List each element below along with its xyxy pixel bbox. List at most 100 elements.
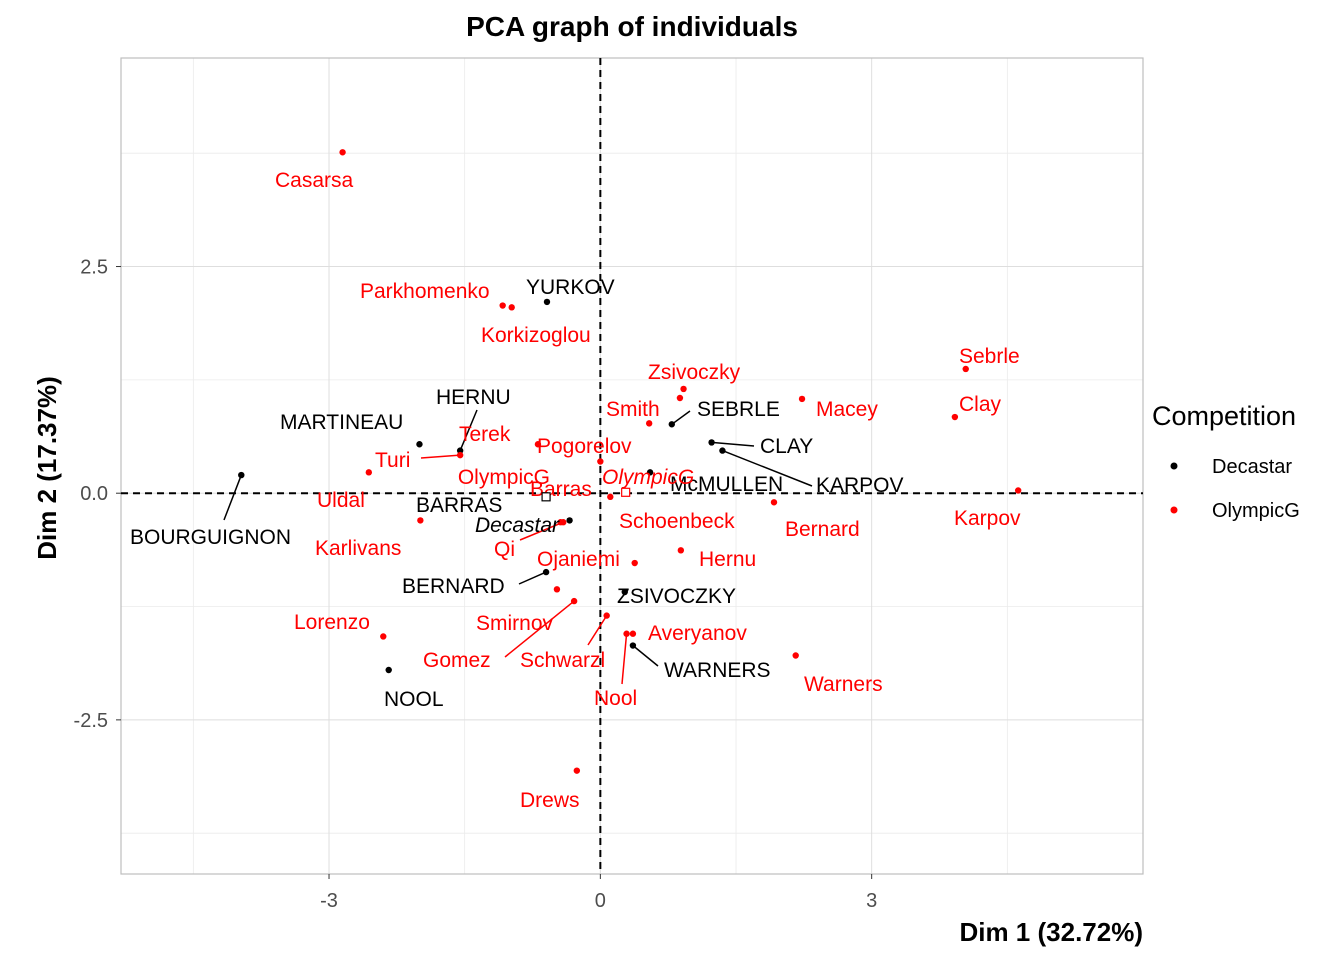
- point-schwarzl: [603, 612, 610, 619]
- point-macey: [798, 395, 806, 403]
- point-label-schoenbeck: Schoenbeck: [619, 510, 735, 533]
- point-parkhomenko: [499, 302, 506, 309]
- point-label-qi: Qi: [494, 538, 515, 561]
- point-zsivoczky: [621, 588, 628, 596]
- axis-ticks: -3 0 3 2.5 0.0 -2.5: [74, 257, 878, 912]
- panel-border: [120, 57, 1144, 875]
- point-warners: [792, 652, 799, 659]
- point-label-olympicg: OlympicG: [458, 466, 550, 489]
- chart-title: PCA graph of individuals: [466, 11, 798, 42]
- point-label-korkizoglou: Korkizoglou: [481, 324, 591, 347]
- supplementary-label-olympicg: OlympicG: [602, 466, 694, 489]
- point-label-karlivans: Karlivans: [315, 537, 401, 560]
- supplementary-point-decastar: [541, 492, 551, 502]
- leader-line-karpov: [722, 449, 813, 487]
- point-sebrle: [668, 421, 675, 428]
- point-bernard: [770, 499, 778, 506]
- point-label-karpov: KARPOV: [816, 474, 904, 497]
- point-label-clay: Clay: [959, 393, 1002, 416]
- point-lorenzo: [380, 633, 387, 640]
- point-label-clay: CLAY: [760, 435, 813, 458]
- supplementary-label-decastar: Decastar: [475, 514, 560, 537]
- point-averyanov: [629, 630, 637, 637]
- point-label-parkhomenko: Parkhomenko: [360, 280, 490, 303]
- point-pogorelov: [645, 420, 653, 427]
- point-terek: [534, 441, 542, 448]
- point-karpov: [719, 447, 726, 454]
- point-label-averyanov: Averyanov: [648, 622, 747, 645]
- point-label-uldal: Uldal: [317, 489, 365, 512]
- y-tick-label: 2.5: [80, 257, 108, 279]
- y-tick-label: -2.5: [74, 710, 108, 732]
- point-label-mcmullen: McMULLEN: [670, 473, 783, 496]
- point-label-zsivoczky: ZSIVOCZKY: [617, 585, 736, 608]
- x-axis-title: Dim 1 (32.72%): [959, 917, 1143, 947]
- y-axis-title: Dim 2 (17.37%): [32, 376, 62, 560]
- point-ojaniemi: [631, 559, 638, 567]
- legend-key-olympicg: [1170, 506, 1178, 514]
- point-drews: [573, 767, 581, 774]
- leader-line-bernard: [518, 571, 547, 585]
- point-label-bernard: BERNARD: [402, 575, 505, 598]
- point-label-ojaniemi: Ojaniemi: [537, 548, 620, 571]
- point-label-bourguignon: BOURGUIGNON: [130, 526, 291, 549]
- point-label-pogorelov: Pogorelov: [537, 435, 632, 458]
- leader-line-sebrle: [671, 410, 691, 425]
- point-label-barras: Barras: [530, 478, 592, 501]
- point-clay: [708, 439, 715, 446]
- point-label-zsivoczky: Zsivoczky: [648, 361, 741, 384]
- point-label-nool: Nool: [594, 687, 637, 710]
- supplementary-point-olympicg: [621, 487, 631, 497]
- point-label-nool: NOOL: [384, 688, 444, 711]
- x-tick-label: 3: [866, 890, 877, 912]
- point-korkizoglou: [508, 304, 515, 311]
- point-clay: [951, 413, 959, 421]
- point-label-schwarzl: Schwarzl: [520, 649, 605, 672]
- legend-title: Competition: [1152, 401, 1296, 431]
- point-hernu: [677, 547, 685, 554]
- point-label-lorenzo: Lorenzo: [294, 611, 370, 634]
- point-sebrle: [962, 365, 969, 373]
- point-warners: [629, 642, 637, 649]
- leader-line-qi: [519, 521, 564, 541]
- legend: Competition Decastar OlympicG: [1152, 401, 1300, 522]
- point-bernard: [542, 568, 550, 576]
- point-smirnov: [553, 586, 561, 593]
- point-label-casarsa: Casarsa: [275, 169, 354, 192]
- point-turi: [456, 451, 464, 459]
- point-label-smith: Smith: [606, 398, 660, 421]
- point-label-bernard: Bernard: [785, 518, 860, 541]
- legend-key-decastar: [1170, 462, 1178, 470]
- point-label-turi: Turi: [375, 449, 410, 472]
- point-yurkov: [543, 298, 551, 306]
- leader-line-gomez: [504, 600, 575, 658]
- legend-label-decastar: Decastar: [1212, 456, 1292, 478]
- legend-label-olympicg: OlympicG: [1212, 500, 1300, 522]
- point-label-hernu: Hernu: [699, 548, 756, 571]
- point-label-terek: Terek: [459, 423, 511, 446]
- leader-line-warners: [632, 644, 659, 667]
- leader-line-nool: [621, 633, 628, 685]
- point-gomez: [570, 597, 578, 605]
- point-casarsa: [339, 149, 346, 156]
- leader-line-clay: [711, 441, 755, 447]
- leader-line-turi: [420, 454, 461, 459]
- point-martineau: [416, 441, 423, 448]
- point-nool: [385, 666, 392, 674]
- x-tick-label: -3: [320, 890, 338, 912]
- point-label-sebrle: SEBRLE: [697, 398, 780, 421]
- point-nool: [623, 630, 630, 637]
- point-label-warners: Warners: [804, 673, 883, 696]
- point-schoenbeck: [607, 493, 614, 501]
- point-barras: [566, 517, 573, 524]
- leader-line-schwarzl: [587, 615, 608, 646]
- point-label-sebrle: Sebrle: [959, 345, 1020, 368]
- point-karlivans: [417, 517, 424, 524]
- point-uldal: [365, 469, 373, 476]
- point-label-macey: Macey: [816, 398, 878, 421]
- y-tick-label: 0.0: [80, 483, 108, 505]
- point-label-gomez: Gomez: [423, 649, 491, 672]
